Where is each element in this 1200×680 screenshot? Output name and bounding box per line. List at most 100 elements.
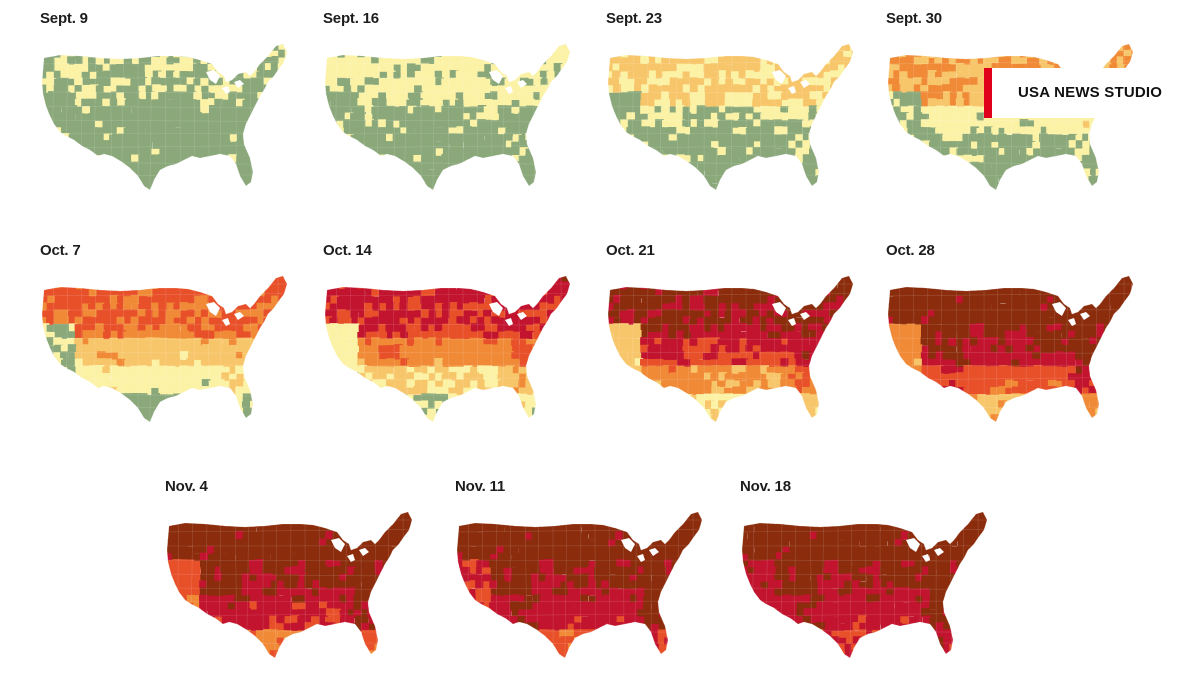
foliage-region — [102, 63, 112, 73]
foliage-region — [249, 373, 259, 383]
foliage-region — [194, 359, 203, 369]
foliage-region — [187, 44, 196, 45]
foliage-region — [724, 127, 734, 137]
foliage-region — [942, 78, 952, 88]
foliage-region — [117, 147, 126, 156]
foliage-region — [365, 276, 375, 278]
foliage-region — [906, 85, 916, 95]
foliage-region — [759, 126, 769, 135]
foliage-region — [1061, 119, 1071, 128]
foliage-region — [759, 105, 769, 115]
foliage-region — [173, 393, 182, 403]
foliage-region — [325, 276, 332, 284]
foliage-region — [88, 113, 97, 122]
foliage-region — [1018, 168, 1028, 178]
foliage-region — [725, 119, 734, 129]
foliage-region — [1053, 162, 1062, 172]
foliage-region — [187, 289, 196, 298]
foliage-region — [560, 176, 569, 186]
foliage-region — [815, 71, 824, 81]
foliage-region — [364, 105, 374, 114]
foliage-region — [166, 331, 175, 341]
foliage-region — [152, 99, 162, 108]
foliage-region — [428, 44, 438, 45]
foliage-region — [696, 140, 705, 150]
foliage-region — [180, 316, 190, 326]
foliage-region — [257, 168, 266, 178]
foliage-region — [920, 168, 930, 177]
foliage-region — [158, 71, 167, 81]
foliage-region — [110, 352, 120, 362]
foliage-region — [123, 91, 133, 101]
foliage-region — [511, 56, 521, 65]
foliage-region — [277, 373, 287, 382]
foliage-region — [462, 85, 472, 95]
foliage-region — [200, 338, 210, 348]
foliage-region — [344, 276, 354, 285]
foliage-region — [406, 183, 415, 190]
foliage-region — [539, 189, 549, 190]
foliage-region — [208, 372, 217, 382]
foliage-region — [222, 400, 231, 410]
foliage-region — [137, 133, 147, 142]
foliage-region — [81, 408, 90, 418]
foliage-region — [1026, 57, 1036, 67]
foliage-region — [634, 203, 643, 212]
foliage-region — [1055, 197, 1064, 206]
foliage-region — [704, 141, 714, 150]
foliage-region — [1076, 204, 1085, 213]
foliage-region — [781, 120, 790, 129]
foliage-region — [567, 148, 570, 158]
foliage-region — [920, 106, 930, 116]
foliage-region — [123, 289, 132, 299]
foliage-region — [427, 49, 436, 58]
foliage-region — [533, 276, 543, 277]
foliage-region — [921, 155, 931, 165]
foliage-region — [180, 443, 189, 452]
foliage-region — [256, 421, 266, 422]
foliage-region — [428, 191, 437, 200]
foliage-region — [214, 98, 223, 108]
foliage-region — [270, 119, 280, 129]
foliage-region — [823, 126, 833, 136]
foliage-region — [455, 105, 464, 115]
foliage-region — [928, 113, 938, 123]
foliage-region — [1102, 63, 1112, 72]
foliage-region — [74, 77, 83, 87]
foliage-region — [781, 56, 791, 66]
foliage-region — [956, 126, 966, 136]
foliage-region — [900, 155, 909, 165]
foliage-region — [655, 190, 664, 199]
foliage-region — [1039, 196, 1048, 205]
foliage-region — [229, 127, 239, 136]
foliage-region — [158, 345, 168, 355]
foliage-region — [102, 338, 112, 348]
foliage-region — [344, 78, 353, 87]
foliage-region — [920, 85, 929, 94]
foliage-region — [633, 63, 643, 73]
foliage-region — [350, 71, 360, 80]
foliage-region — [1095, 134, 1104, 143]
foliage-region — [413, 161, 423, 171]
foliage-region — [406, 148, 415, 158]
foliage-region — [172, 387, 182, 397]
foliage-region — [689, 92, 699, 101]
foliage-region — [830, 147, 840, 156]
foliage-region — [448, 182, 457, 190]
foliage-region — [703, 70, 713, 79]
foliage-region — [760, 147, 770, 157]
foliage-region — [984, 169, 994, 179]
foliage-region — [816, 85, 826, 94]
foliage-region — [505, 183, 515, 190]
foliage-region — [420, 92, 430, 102]
foliage-region — [89, 189, 99, 190]
foliage-region — [1096, 189, 1106, 190]
foliage-region — [89, 379, 98, 388]
foliage-region — [608, 169, 615, 179]
foliage-region — [242, 331, 252, 341]
foliage-region — [802, 92, 812, 102]
foliage-region — [626, 64, 636, 74]
foliage-region — [539, 106, 549, 115]
foliage-region — [934, 57, 943, 66]
foliage-region — [96, 387, 106, 397]
